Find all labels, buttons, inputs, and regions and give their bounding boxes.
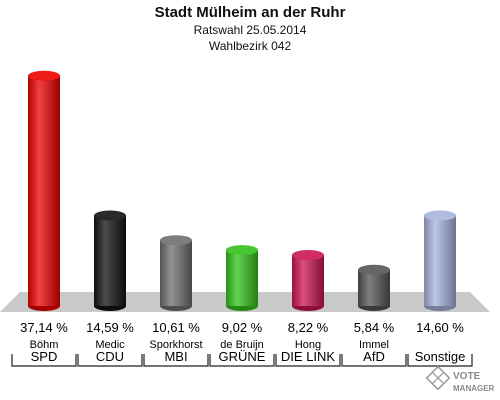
candidate-label: Hong <box>295 339 321 351</box>
party-label: SPD <box>31 349 58 364</box>
logo-mark-icon <box>425 365 451 391</box>
bar-afd <box>358 264 390 311</box>
party-label: DIE LINK <box>281 349 336 364</box>
value-label: 5,84 % <box>354 320 395 335</box>
value-label: 10,61 % <box>152 320 200 335</box>
value-label: 14,59 % <box>86 320 134 335</box>
bar-grüne <box>226 245 258 311</box>
candidate-label: Immel <box>359 339 389 351</box>
chart-district: Wahlbezirk 042 <box>208 39 292 53</box>
party-label: AfD <box>363 349 385 364</box>
value-label: 9,02 % <box>222 320 263 335</box>
vote-manager-logo: VOTE MANAGER <box>425 365 495 393</box>
candidate-label: Sporkhorst <box>149 339 202 351</box>
category-bracket <box>11 354 77 367</box>
category-bracket <box>275 354 341 367</box>
candidate-label: de Bruijn <box>220 339 263 351</box>
candidate-label: Medic <box>95 339 125 351</box>
candidate-label: Böhm <box>30 339 59 351</box>
bars-group <box>28 70 456 311</box>
value-label: 14,60 % <box>416 320 464 335</box>
category-bracket <box>77 354 143 367</box>
party-label: CDU <box>96 349 124 364</box>
chart-subtitle: Ratswahl 25.05.2014 <box>193 23 307 37</box>
party-label: Sonstige <box>415 349 466 364</box>
chart-title: Stadt Mülheim an der Ruhr <box>154 4 346 21</box>
bar-cdu <box>94 210 126 311</box>
bar-sonstige <box>424 210 456 311</box>
logo-line2: MANAGER <box>453 384 495 393</box>
category-bracket <box>209 354 275 367</box>
chart-titles: Stadt Mülheim an der Ruhr Ratswahl 25.05… <box>0 4 500 54</box>
bar-die-linke <box>292 250 324 311</box>
logo-line1: VOTE <box>453 371 481 382</box>
value-label: 37,14 % <box>20 320 68 335</box>
category-bracket <box>341 354 407 367</box>
bar-mbi <box>160 235 192 311</box>
party-label: GRÜNE <box>219 349 266 364</box>
category-bracket <box>407 354 473 367</box>
party-label: MBI <box>164 349 187 364</box>
category-bracket <box>143 354 209 367</box>
bar-spd <box>28 70 60 311</box>
value-label: 8,22 % <box>288 320 329 335</box>
